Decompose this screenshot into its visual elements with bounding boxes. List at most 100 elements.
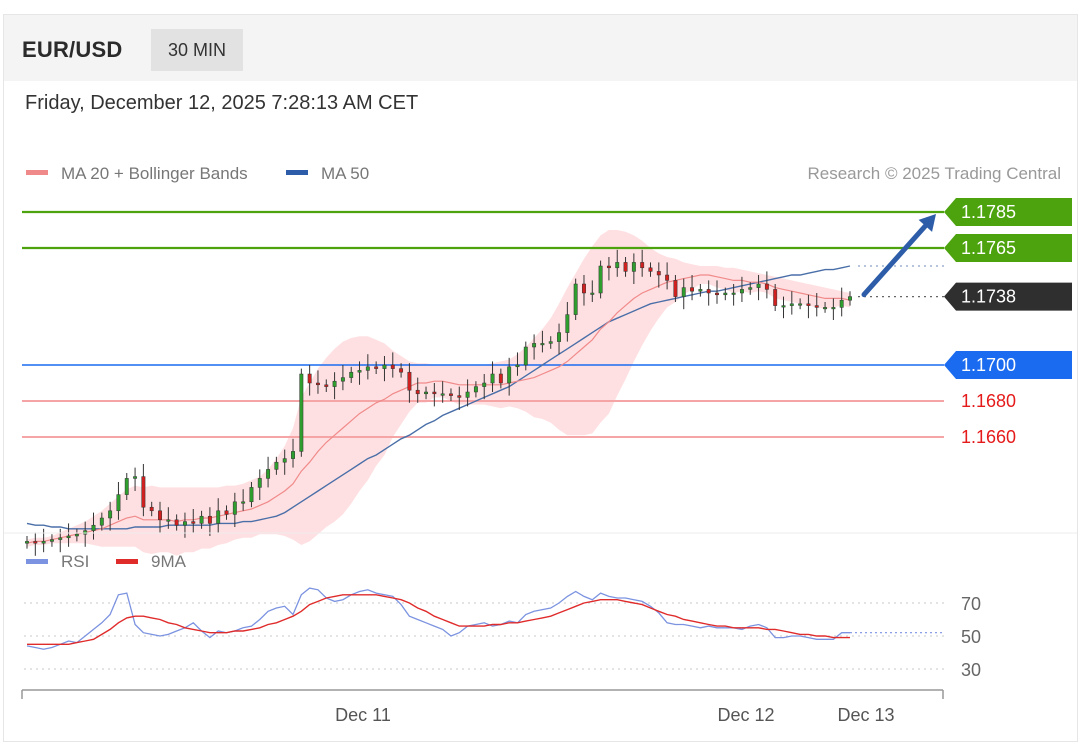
- candle-body: [498, 373, 503, 384]
- candle: [25, 536, 29, 549]
- candle: [116, 482, 121, 520]
- ma20-legend-label: MA 20 + Bollinger Bands: [61, 164, 248, 183]
- candle-body: [623, 262, 628, 272]
- candle: [698, 284, 703, 297]
- candle: [332, 372, 337, 400]
- candle-body: [266, 469, 271, 479]
- candle-body: [482, 382, 487, 387]
- candle: [316, 370, 320, 394]
- candle-body: [523, 346, 528, 366]
- candle: [249, 482, 254, 508]
- candle-body: [573, 283, 578, 315]
- candle: [399, 363, 404, 378]
- candle-body: [739, 289, 744, 294]
- candle: [108, 501, 113, 531]
- candle: [848, 291, 852, 306]
- candle: [457, 386, 462, 410]
- candle: [382, 356, 387, 382]
- candle-body: [449, 393, 453, 396]
- rsi-ma-legend-swatch: [116, 559, 138, 564]
- candle: [715, 280, 719, 304]
- ma20-line: [26, 274, 851, 544]
- candle: [798, 298, 803, 310]
- candle: [66, 523, 71, 547]
- candle: [432, 383, 437, 407]
- candle-body: [665, 274, 670, 281]
- candle-body: [58, 537, 63, 540]
- candle: [91, 512, 96, 540]
- candle-body: [424, 391, 428, 395]
- candle-body: [731, 292, 736, 295]
- candle-body: [399, 368, 404, 373]
- candle-body: [598, 265, 603, 294]
- candle-body: [316, 382, 320, 386]
- candle: [831, 298, 836, 320]
- candle-body: [615, 262, 620, 269]
- candle: [706, 280, 711, 306]
- candle-body: [158, 510, 162, 521]
- candle: [133, 467, 138, 491]
- candle-body: [74, 533, 79, 537]
- candle: [598, 260, 603, 299]
- resistance-tag: 1.1765: [944, 234, 1072, 262]
- pivot-tag-label: 1.1700: [961, 355, 1016, 375]
- candle: [182, 512, 187, 538]
- candle: [814, 293, 819, 317]
- candle-body: [66, 535, 71, 539]
- candle: [532, 334, 537, 360]
- timeframe-badge[interactable]: 30 MIN: [151, 29, 243, 71]
- candle-body: [823, 307, 828, 310]
- candle-body: [756, 283, 761, 288]
- candle: [823, 302, 828, 313]
- candle: [648, 262, 653, 277]
- candle-body: [340, 377, 345, 382]
- candle-body: [723, 292, 728, 296]
- candle-body: [324, 384, 329, 387]
- ma20-legend-swatch: [26, 170, 48, 175]
- candle: [557, 323, 561, 355]
- time-tick-label: Dec 11: [335, 705, 391, 725]
- candle-body: [781, 305, 786, 308]
- support-level-label: 1.1680: [961, 391, 1016, 411]
- candle-body: [606, 265, 611, 269]
- candle: [266, 456, 271, 488]
- candle: [723, 287, 728, 301]
- candle-body: [848, 296, 852, 301]
- currency-pair-title: EUR/USD: [22, 37, 123, 62]
- candle-body: [390, 364, 395, 369]
- candle: [739, 276, 744, 302]
- candle-body: [465, 391, 470, 398]
- candle: [415, 377, 420, 403]
- pivot-tag: 1.1700: [944, 351, 1072, 379]
- candle: [507, 357, 512, 396]
- candle-body: [773, 289, 778, 306]
- candle-body: [41, 541, 46, 544]
- rsi-tick-label: 70: [961, 594, 981, 614]
- candle-body: [548, 341, 553, 344]
- candle-body: [440, 393, 445, 396]
- candle-body: [108, 510, 113, 519]
- candle-body: [49, 539, 54, 542]
- current-price-tag: 1.1738: [944, 282, 1072, 311]
- candle: [440, 381, 445, 403]
- candle-body: [806, 303, 811, 306]
- forecast-arrow: [861, 214, 936, 298]
- candle-body: [365, 366, 370, 371]
- candle-body: [174, 519, 179, 526]
- candle-body: [565, 314, 570, 333]
- candle: [623, 257, 628, 277]
- time-tick-label: Dec 13: [837, 705, 894, 725]
- candle-body: [149, 506, 154, 512]
- candle-body: [690, 287, 695, 292]
- candle: [241, 489, 246, 511]
- candle: [665, 262, 670, 290]
- candle-body: [182, 521, 187, 526]
- candle-body: [374, 366, 379, 369]
- candle-body: [648, 267, 653, 272]
- candle: [756, 275, 761, 301]
- candle-body: [241, 501, 246, 504]
- candle-body: [307, 373, 312, 384]
- candle: [158, 501, 162, 533]
- candle-body: [673, 280, 678, 297]
- candle: [340, 365, 345, 391]
